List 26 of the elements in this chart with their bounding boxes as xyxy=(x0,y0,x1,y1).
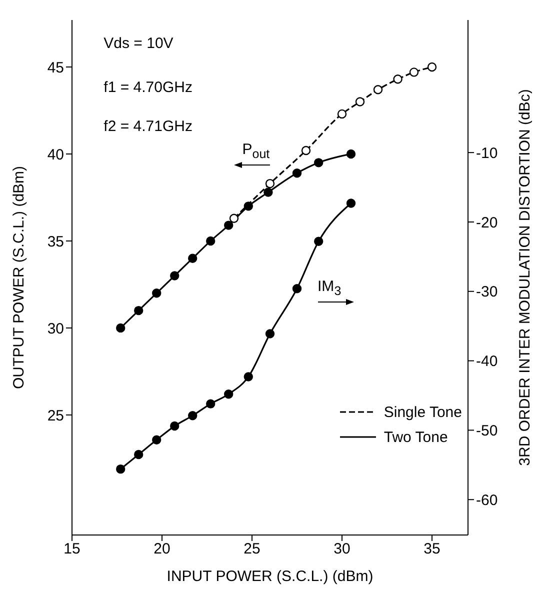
x-tick-label: 25 xyxy=(244,540,260,558)
legend-label: Two Tone xyxy=(384,428,448,446)
annotation: f2 = 4.71GHz xyxy=(104,118,192,135)
annotation: Vds = 10V xyxy=(104,35,174,52)
x-tick-label: 15 xyxy=(64,540,80,558)
y-axis-title: OUTPUT POWER (S.C.L.) (dBm) xyxy=(10,166,28,390)
legend-label: Single Tone xyxy=(384,404,462,421)
y2-tick-label: -60 xyxy=(476,492,498,509)
y-tick-label: 30 xyxy=(47,320,64,338)
annotation: IM$_{3}$ xyxy=(318,278,342,298)
x-tick-label: 30 xyxy=(334,540,350,558)
y-tick-label: 45 xyxy=(47,59,64,76)
annotation: P$_{out}$ xyxy=(242,141,270,162)
y2-axis-title: 3RD ORDER INTER MODULATION DISTORTION (dBc) xyxy=(516,89,534,466)
y2-tick-label: -20 xyxy=(476,214,498,232)
y-tick-label: 35 xyxy=(47,233,64,250)
y2-tick-label: -30 xyxy=(476,284,498,301)
x-axis-title: INPUT POWER (S.C.L.) (dBm) xyxy=(166,568,374,585)
x-tick-label: 35 xyxy=(424,540,440,558)
annotation: f1 = 4.70GHz xyxy=(104,79,192,96)
y2-tick-label: -10 xyxy=(476,144,498,162)
y-tick-label: 25 xyxy=(47,407,64,424)
x-tick-label: 20 xyxy=(154,540,170,558)
y2-tick-label: -40 xyxy=(476,353,498,370)
y-tick-label: 40 xyxy=(47,146,64,164)
y2-tick-label: -50 xyxy=(476,422,498,440)
